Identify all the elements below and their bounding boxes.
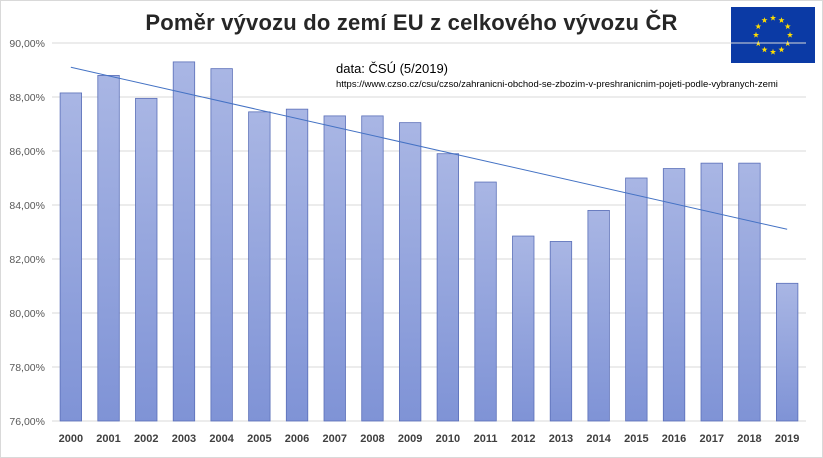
y-tick-label: 82,00% [9, 254, 45, 266]
y-tick-label: 86,00% [9, 146, 45, 158]
bar-2009 [399, 122, 422, 422]
bar-2000 [59, 92, 82, 422]
chart-title: Poměr vývozu do zemí EU z celkového vývo… [145, 10, 678, 35]
x-axis-ticks: 2000 2001 2002 2003 2004 2005 2006 2007 2008 2009… [59, 433, 800, 445]
bar-2008 [361, 115, 384, 422]
flag-star [784, 23, 791, 30]
source-label: data: ČSÚ (5/2019) [336, 61, 449, 76]
flag-star [769, 14, 777, 21]
bar-2015 [625, 177, 648, 422]
x-tick-label: 2011 [474, 433, 498, 445]
flag-star [761, 46, 768, 53]
x-tick-label: 2006 [285, 433, 309, 445]
flag-star [769, 48, 777, 55]
bar-2003 [172, 61, 196, 422]
x-tick-label: 2005 [247, 433, 271, 445]
flag-star [761, 17, 768, 23]
x-tick-label: 2019 [775, 433, 799, 445]
y-axis-ticks: 76,00% 78,00% 80,00% 82,00% 84,00% 86,00% 88,0… [9, 38, 45, 428]
x-tick-label: 2013 [549, 433, 573, 445]
trendline-line [70, 66, 788, 230]
bar-2012 [512, 235, 535, 422]
x-tick-label: 2015 [624, 433, 648, 445]
y-tick-label: 84,00% [9, 200, 45, 212]
y-tick-label: 78,00% [9, 362, 45, 374]
bar-2005 [248, 111, 271, 422]
x-tick-label: 2002 [134, 433, 158, 445]
bar-2010 [436, 153, 459, 422]
bar-2002 [135, 97, 158, 422]
bar-2018 [738, 162, 761, 422]
bar-2016 [662, 168, 686, 422]
x-tick-label: 2014 [586, 433, 611, 445]
y-tick-label: 76,00% [9, 416, 45, 428]
x-tick-label: 2001 [96, 433, 120, 445]
y-tick-label: 90,00% [9, 38, 45, 50]
x-tick-label: 2012 [511, 433, 535, 445]
bar-2019 [776, 282, 799, 422]
x-tick-label: 2016 [662, 433, 686, 445]
x-tick-label: 2009 [398, 433, 422, 445]
flag-star [778, 46, 785, 53]
gridlines [52, 42, 806, 422]
bar-2014 [587, 209, 610, 422]
x-tick-label: 2003 [172, 433, 196, 445]
source-url: https://www.czso.cz/csu/czso/zahranicni-… [336, 79, 778, 90]
bar-2006 [285, 108, 309, 422]
bar-2011 [474, 181, 497, 422]
bar-2001 [97, 75, 120, 422]
flag-star [778, 17, 785, 23]
x-tick-label: 2007 [323, 433, 347, 445]
trendline [70, 66, 788, 230]
x-tick-label: 2008 [360, 433, 384, 445]
x-tick-label: 2017 [700, 433, 724, 445]
flag-star [786, 31, 794, 38]
bar-2013 [549, 241, 573, 422]
flag-star [755, 23, 762, 30]
eu-flag-icon [731, 7, 815, 63]
x-tick-label: 2010 [436, 433, 460, 445]
x-tick-label: 2004 [209, 433, 234, 445]
y-tick-label: 88,00% [9, 92, 45, 104]
bar-2007 [323, 115, 346, 422]
x-tick-label: 2000 [59, 433, 83, 445]
x-tick-label: 2018 [737, 433, 761, 445]
y-tick-label: 80,00% [9, 308, 45, 320]
flag-star [752, 31, 760, 38]
bar-2017 [700, 162, 723, 422]
bars [59, 61, 799, 422]
bar-2004 [210, 68, 233, 422]
